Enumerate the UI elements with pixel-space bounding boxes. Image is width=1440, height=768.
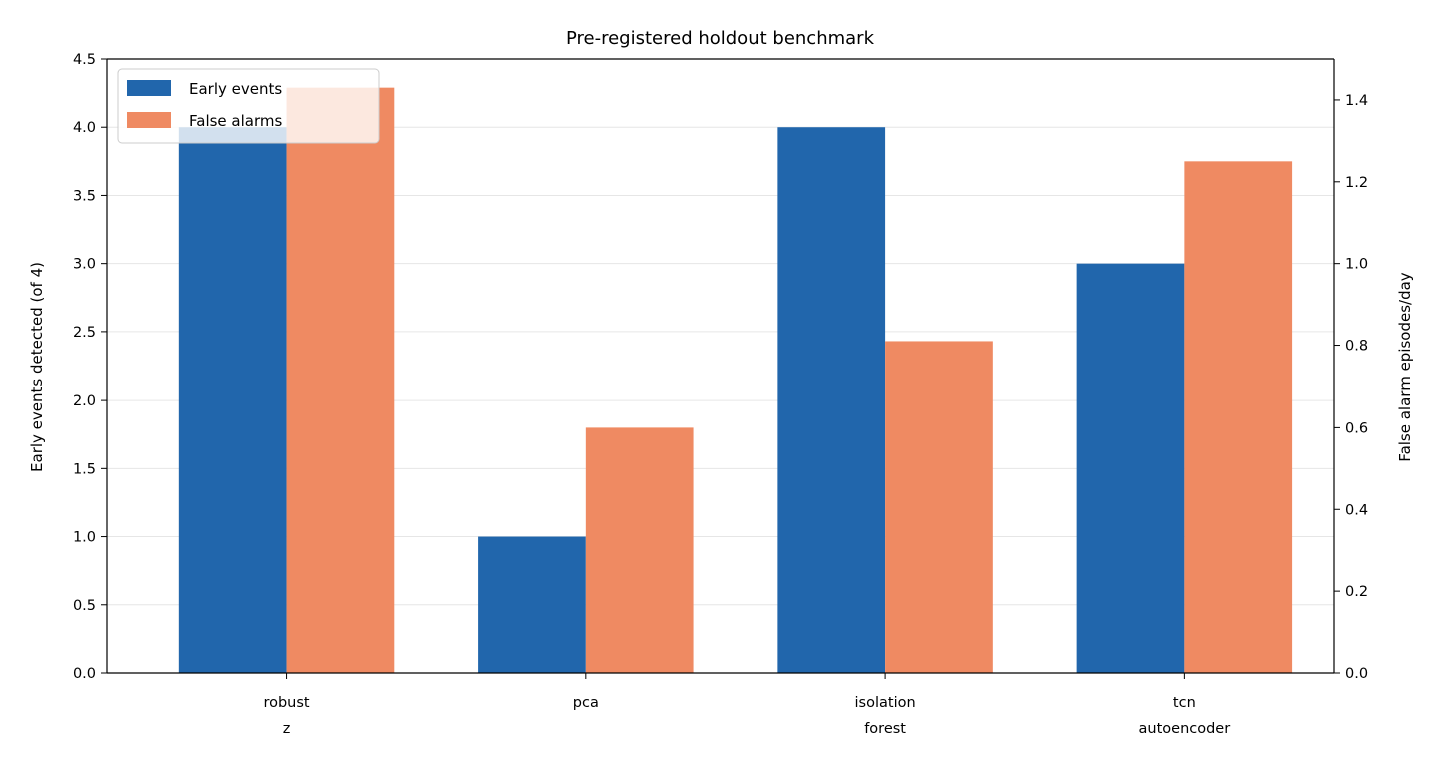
y-tick-label-left: 3.0	[73, 257, 96, 273]
legend: Early events False alarms	[117, 68, 380, 144]
y-tick-label-right: 1.2	[1345, 175, 1368, 191]
y-tick-label-right: 1.0	[1345, 257, 1368, 273]
legend-label: Early events	[189, 80, 282, 98]
y-tick-label-left: 0.0	[73, 666, 96, 682]
y-axis-label-left: Early events detected (of 4)	[28, 262, 46, 472]
y-tick-label-left: 4.5	[73, 52, 96, 68]
y-tick-label-left: 0.5	[73, 598, 96, 614]
x-tick-label: forest	[864, 721, 906, 737]
x-tick-label: tcn	[1173, 695, 1196, 711]
y-tick-label-left: 4.0	[73, 120, 96, 136]
x-tick-label: z	[283, 721, 291, 737]
y-tick-label-right: 0.6	[1345, 420, 1368, 436]
legend-box	[117, 68, 380, 144]
bar-early-events	[178, 127, 287, 673]
y-tick-label-left: 1.0	[73, 530, 96, 546]
axes: 0.0 0.5 1.0 1.5 2.0 2.5 3.0 3.5 4.0 4.5 0.0 0.2 0.4 0…	[73, 52, 1368, 737]
bar-early-events	[478, 536, 586, 673]
x-tick-label: autoencoder	[1139, 721, 1231, 737]
bars	[178, 87, 1293, 674]
bar-false-alarms	[885, 341, 993, 673]
y-tick-label-right: 0.2	[1345, 584, 1368, 600]
y-tick-label-left: 2.0	[73, 393, 96, 409]
y-tick-label-left: 3.5	[73, 188, 96, 204]
y-tick-label-right: 0.0	[1345, 666, 1368, 682]
x-tick-label: robust	[263, 695, 309, 711]
y-tick-label-left: 1.5	[73, 461, 96, 477]
y-tick-label-right: 0.4	[1345, 502, 1368, 518]
x-tick-label: pca	[573, 695, 599, 711]
bar-false-alarms	[1184, 161, 1293, 674]
y-tick-label-right: 1.4	[1345, 93, 1368, 109]
x-tick-label: isolation	[855, 695, 916, 711]
legend-label: False alarms	[189, 112, 282, 130]
y-tick-label-left: 2.5	[73, 325, 96, 341]
bar-false-alarms	[286, 87, 395, 674]
y-tick-label-right: 0.8	[1345, 339, 1368, 355]
legend-swatch	[127, 112, 171, 128]
y-axis-label-right: False alarm episodes/day	[1396, 272, 1414, 461]
bar-false-alarms	[585, 427, 694, 673]
bar-early-events	[1076, 263, 1185, 673]
bar-early-events	[777, 127, 886, 673]
chart-title: Pre-registered holdout benchmark	[566, 28, 875, 49]
legend-swatch	[127, 80, 171, 96]
